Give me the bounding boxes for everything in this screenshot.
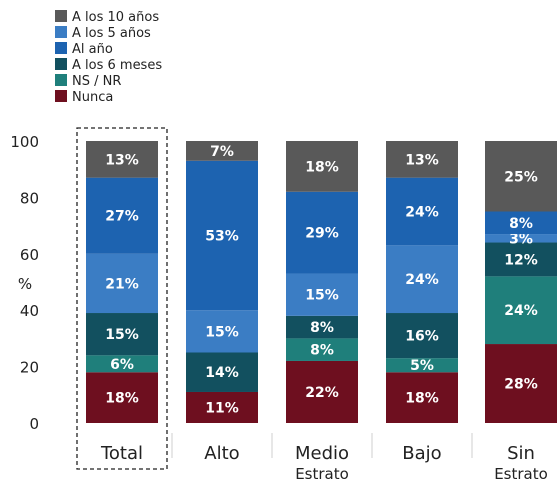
legend-swatch — [55, 90, 67, 102]
bar-value-label: 29% — [305, 226, 339, 242]
bar-segment — [86, 253, 158, 314]
bar-value-label: 6% — [110, 357, 134, 373]
bar-segment — [386, 358, 458, 373]
bar-segment — [86, 141, 158, 178]
bar-segment — [485, 344, 557, 423]
bar-value-label: 11% — [205, 400, 239, 416]
bar-value-label: 16% — [405, 329, 439, 345]
bar-value-label: 15% — [205, 324, 239, 340]
y-axis-label: % — [18, 275, 32, 293]
bar-value-label: 8% — [310, 343, 334, 359]
bar-value-label: 24% — [405, 205, 439, 221]
bar-value-label: 13% — [405, 152, 439, 168]
bar-value-label: 25% — [504, 169, 538, 185]
category-label: Total — [100, 443, 143, 464]
bar-segment — [386, 245, 458, 314]
total-highlight-box — [76, 127, 168, 470]
bar-value-label: 53% — [205, 228, 239, 244]
bar-segment — [286, 141, 358, 192]
bar-segment — [286, 338, 358, 361]
legend-swatch — [55, 26, 67, 38]
bar-segment — [485, 276, 557, 345]
legend-label: Al año — [72, 42, 113, 57]
category-label: Alto — [204, 443, 239, 464]
bar-segment — [386, 372, 458, 423]
bar-value-label: 18% — [405, 391, 439, 407]
bar-value-label: 5% — [410, 358, 434, 374]
bar-value-label: 3% — [509, 231, 533, 247]
bar-segment — [186, 352, 258, 392]
bar-segment — [186, 391, 258, 423]
y-tick-label: 40 — [20, 302, 39, 320]
bar-segment — [485, 211, 557, 235]
bar-value-label: 24% — [504, 303, 538, 319]
y-tick-label: 100 — [10, 133, 39, 151]
bar-segment — [386, 141, 458, 178]
y-tick-label: 80 — [20, 189, 39, 207]
bar-segment — [186, 310, 258, 353]
category-label: Medio — [295, 443, 349, 464]
legend-swatch — [55, 42, 67, 54]
bar-value-label: 13% — [105, 152, 139, 168]
bar-segment — [286, 315, 358, 339]
bar-segment — [485, 234, 557, 243]
bar-value-label: 8% — [509, 216, 533, 232]
bar-segment — [286, 191, 358, 274]
bar-value-label: 21% — [105, 276, 139, 292]
bar-segment — [86, 355, 158, 373]
legend-swatch — [55, 58, 67, 70]
bar-segment — [86, 177, 158, 254]
bar-segment — [386, 313, 458, 359]
bar-segment — [485, 242, 557, 277]
bar-segment — [286, 273, 358, 316]
legend-label: A los 10 años — [72, 10, 159, 25]
y-tick-label: 20 — [20, 359, 39, 377]
bar-value-label: 15% — [105, 327, 139, 343]
y-tick-label: 0 — [29, 415, 39, 433]
category-label: Sin — [507, 443, 535, 464]
bar-segment — [86, 372, 158, 423]
legend-label: A los 6 meses — [72, 58, 162, 73]
bar-segment — [186, 141, 258, 161]
bar-value-label: 12% — [504, 252, 538, 268]
bar-value-label: 27% — [105, 209, 139, 225]
category-sublabel: Estrato — [295, 465, 349, 483]
y-tick-label: 60 — [20, 246, 39, 264]
bar-value-label: 18% — [105, 391, 139, 407]
legend-label: NS / NR — [72, 74, 121, 89]
category-sublabel: Estrato — [494, 465, 548, 483]
bar-segment — [86, 313, 158, 356]
bar-value-label: 18% — [305, 159, 339, 175]
bar-segment — [186, 160, 258, 311]
bar-value-label: 28% — [504, 377, 538, 393]
legend-label: Nunca — [72, 90, 113, 105]
bar-segment — [485, 141, 557, 212]
bar-segment — [386, 177, 458, 246]
bar-segment — [286, 360, 358, 423]
bar-value-label: 14% — [205, 365, 239, 381]
bar-value-label: 22% — [305, 385, 339, 401]
legend-swatch — [55, 74, 67, 86]
legend-swatch — [55, 10, 67, 22]
bar-value-label: 7% — [210, 144, 234, 160]
category-label: Bajo — [402, 443, 441, 464]
bar-value-label: 8% — [310, 320, 334, 336]
bar-value-label: 24% — [405, 272, 439, 288]
legend-label: A los 5 años — [72, 26, 151, 41]
bar-value-label: 15% — [305, 288, 339, 304]
